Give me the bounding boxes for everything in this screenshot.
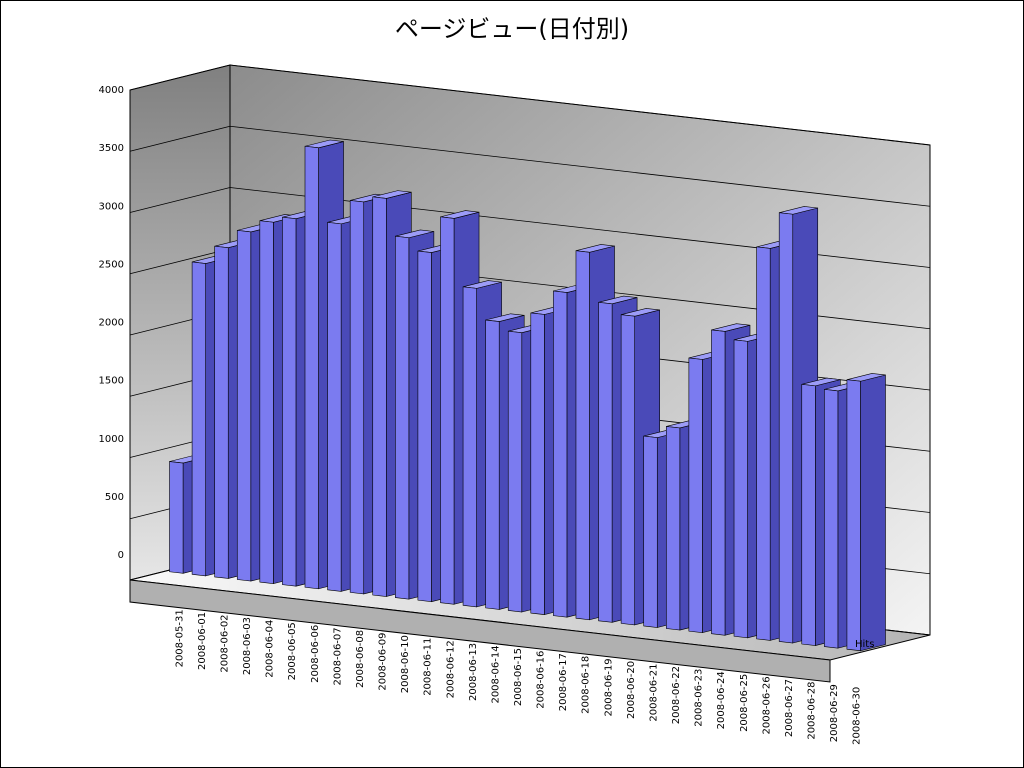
bar: [530, 312, 545, 615]
bar: [846, 379, 861, 652]
bar: [733, 339, 748, 639]
x-tick-label: 2008-06-02: [219, 614, 230, 672]
x-tick-label: 2008-06-07: [332, 627, 343, 685]
y-tick-label: 3000: [99, 201, 124, 212]
bar: [711, 329, 726, 636]
x-tick-label: 2008-06-11: [423, 638, 434, 696]
x-tick-label: 2008-06-22: [671, 666, 682, 724]
x-tick-label: 2008-06-12: [445, 640, 456, 698]
x-tick-label: 2008-06-20: [626, 661, 637, 719]
bar: [462, 286, 477, 608]
bar: [643, 435, 658, 628]
x-tick-label: 2008-06-04: [265, 620, 276, 678]
y-tick-label: 0: [118, 550, 124, 561]
bar: [553, 290, 568, 618]
grid-line: [129, 187, 931, 268]
bar: [485, 319, 500, 610]
bar: [191, 261, 206, 577]
bar: [688, 357, 703, 634]
x-tick-label: 2008-06-16: [536, 651, 547, 709]
bar: [417, 250, 432, 603]
x-tick-label: 2008-06-01: [197, 612, 208, 670]
bar: [259, 220, 274, 584]
x-tick-label: 2008-05-31: [174, 609, 185, 667]
bar: [824, 389, 839, 649]
y-tick-label: 3500: [99, 143, 124, 154]
y-tick-label: 1000: [99, 434, 124, 445]
series-label: Hits: [855, 639, 874, 650]
x-tick-label: 2008-06-19: [603, 658, 614, 716]
bar: [440, 216, 455, 605]
x-tick-label: 2008-06-30: [852, 687, 863, 745]
bar: [214, 245, 229, 579]
x-tick-label: 2008-06-27: [784, 679, 795, 737]
bar: [665, 426, 681, 631]
x-tick-label: 2008-06-17: [558, 653, 569, 711]
x-tick-label: 2008-06-03: [242, 617, 253, 675]
x-tick-label: 2008-06-06: [310, 625, 321, 683]
y-tick-label: 2500: [99, 259, 124, 270]
x-tick-label: 2008-06-05: [287, 622, 298, 680]
y-tick-label: 1500: [99, 376, 124, 387]
x-tick-label: 2008-06-13: [468, 643, 479, 701]
bar: [169, 461, 184, 574]
chart-title: ページビュー(日付別): [395, 15, 629, 43]
bar: [372, 196, 387, 597]
bar: [778, 212, 794, 644]
x-tick-label: 2008-06-23: [694, 669, 705, 727]
grid-line: [129, 64, 931, 146]
floor-edge: [129, 579, 831, 683]
x-tick-label: 2008-06-14: [490, 645, 501, 703]
bar: [507, 330, 523, 613]
x-tick-label: 2008-06-26: [761, 676, 772, 734]
bar: [620, 314, 635, 626]
bar: [236, 230, 252, 582]
plot: 0 500 1000 1500 2000 2500 3000 3500 4000 2008-05-…: [99, 64, 931, 745]
x-tick-label: 2008-06-18: [581, 656, 592, 714]
bar: [756, 246, 771, 641]
x-tick-label: 2008-06-29: [829, 684, 840, 742]
bar: [327, 221, 342, 592]
y-tick-label: 500: [105, 492, 124, 503]
bar: [349, 200, 365, 595]
y-tick-label: 4000: [99, 85, 124, 96]
bar: [304, 145, 319, 590]
x-tick-label: 2008-06-09: [378, 633, 389, 691]
bar-side: [860, 374, 886, 652]
bar: [598, 301, 613, 623]
bar: [282, 216, 297, 587]
bar: [395, 235, 410, 600]
x-tick-label: 2008-06-10: [400, 635, 411, 693]
x-tick-label: 2008-06-15: [513, 648, 524, 706]
x-tick-label: 2008-06-25: [739, 674, 750, 732]
y-tick-label: 2000: [99, 318, 124, 329]
bar: [575, 250, 590, 621]
x-tick-label: 2008-06-24: [716, 671, 727, 729]
grid-line: [129, 125, 931, 207]
bar: [801, 383, 816, 646]
x-tick-label: 2008-06-08: [355, 630, 366, 688]
x-tick-label: 2008-06-28: [807, 682, 818, 740]
x-tick-label: 2008-06-21: [648, 663, 659, 721]
